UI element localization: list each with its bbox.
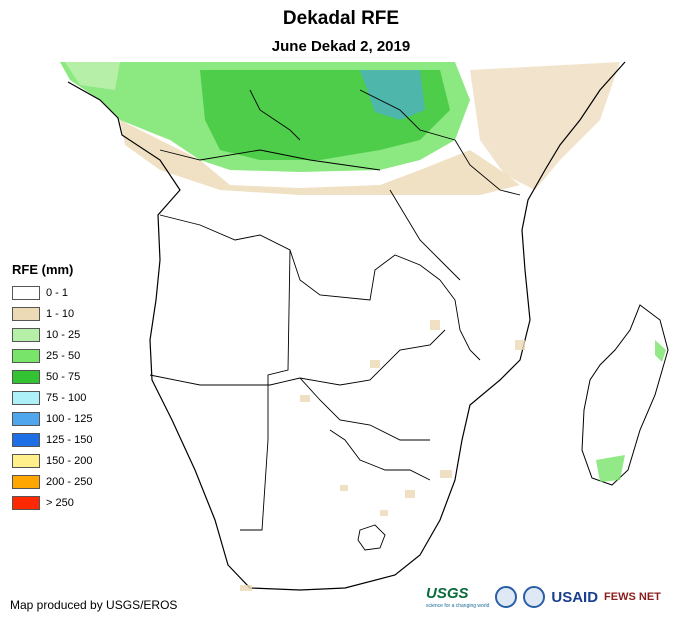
scattered-light-rain [240,320,525,591]
legend-swatch [12,327,40,342]
legend-item: 100 - 125 [12,408,92,429]
usaid-logo-text: USAID [551,588,599,606]
legend-label: 0 - 1 [46,286,69,299]
legend-label: 75 - 100 [46,391,87,404]
legend-item: 50 - 75 [12,366,92,387]
legend-item: 10 - 25 [12,324,92,345]
legend-swatch [12,432,40,447]
usgs-logo-text: USGS [426,585,469,602]
madagascar-outline [581,304,669,486]
legend-label: 150 - 200 [46,454,93,467]
rainfall-zone-lightgreen [65,62,120,90]
legend-label: 200 - 250 [46,475,93,488]
madagascar-rain-north [655,340,666,362]
map-credit: Map produced by USGS/EROS [10,598,178,612]
legend-swatch [12,306,40,321]
africa-coastline [67,61,626,591]
usgs-tagline: science for a changing world [426,603,490,609]
legend-swatch [12,285,40,300]
legend-swatch [12,495,40,510]
legend-swatch [12,474,40,489]
usaid-seal-icon [523,586,546,608]
rainfall-zone-tan [120,120,520,195]
noaa-seal-icon [495,586,518,608]
fews-net-logo-text: FEWS NET [604,591,661,603]
legend-label: 1 - 10 [46,307,75,320]
legend-item: > 250 [12,492,92,513]
country-borders [149,89,521,531]
legend-swatch [12,369,40,384]
legend-label: 25 - 50 [46,349,81,362]
logo-strip: USGS science for a changing world USAID … [426,585,661,609]
legend-swatch [12,453,40,468]
rainfall-zone-blue [360,70,425,120]
legend-swatch [12,348,40,363]
legend-title: RFE (mm) [12,262,74,277]
lesotho-outline [357,524,386,551]
rainfall-east-tan [470,62,620,190]
legend-label: > 250 [46,496,74,509]
legend-item: 0 - 1 [12,282,92,303]
legend-swatch [12,411,40,426]
legend-item: 125 - 150 [12,429,92,450]
legend-label: 125 - 150 [46,433,93,446]
legend-item: 1 - 10 [12,303,92,324]
legend-item: 75 - 100 [12,387,92,408]
legend-label: 100 - 125 [46,412,93,425]
legend-item: 150 - 200 [12,450,92,471]
legend-label: 50 - 75 [46,370,81,383]
map-title: Dekadal RFE [282,8,400,29]
map-subtitle: June Dekad 2, 2019 [271,38,411,55]
legend-label: 10 - 25 [46,328,81,341]
legend-item: 200 - 250 [12,471,92,492]
legend-rows: 0 - 1 1 - 10 10 - 25 25 - 50 50 - 75 75 - 100… [12,282,92,513]
legend: RFE (mm) 0 - 1 1 - 10 10 - 25 25 - 50 50 - 7… [12,262,92,513]
legend-item: 25 - 50 [12,345,92,366]
legend-swatch [12,390,40,405]
madagascar-rain [596,455,625,482]
usgs-logo: USGS science for a changing world [426,585,489,609]
